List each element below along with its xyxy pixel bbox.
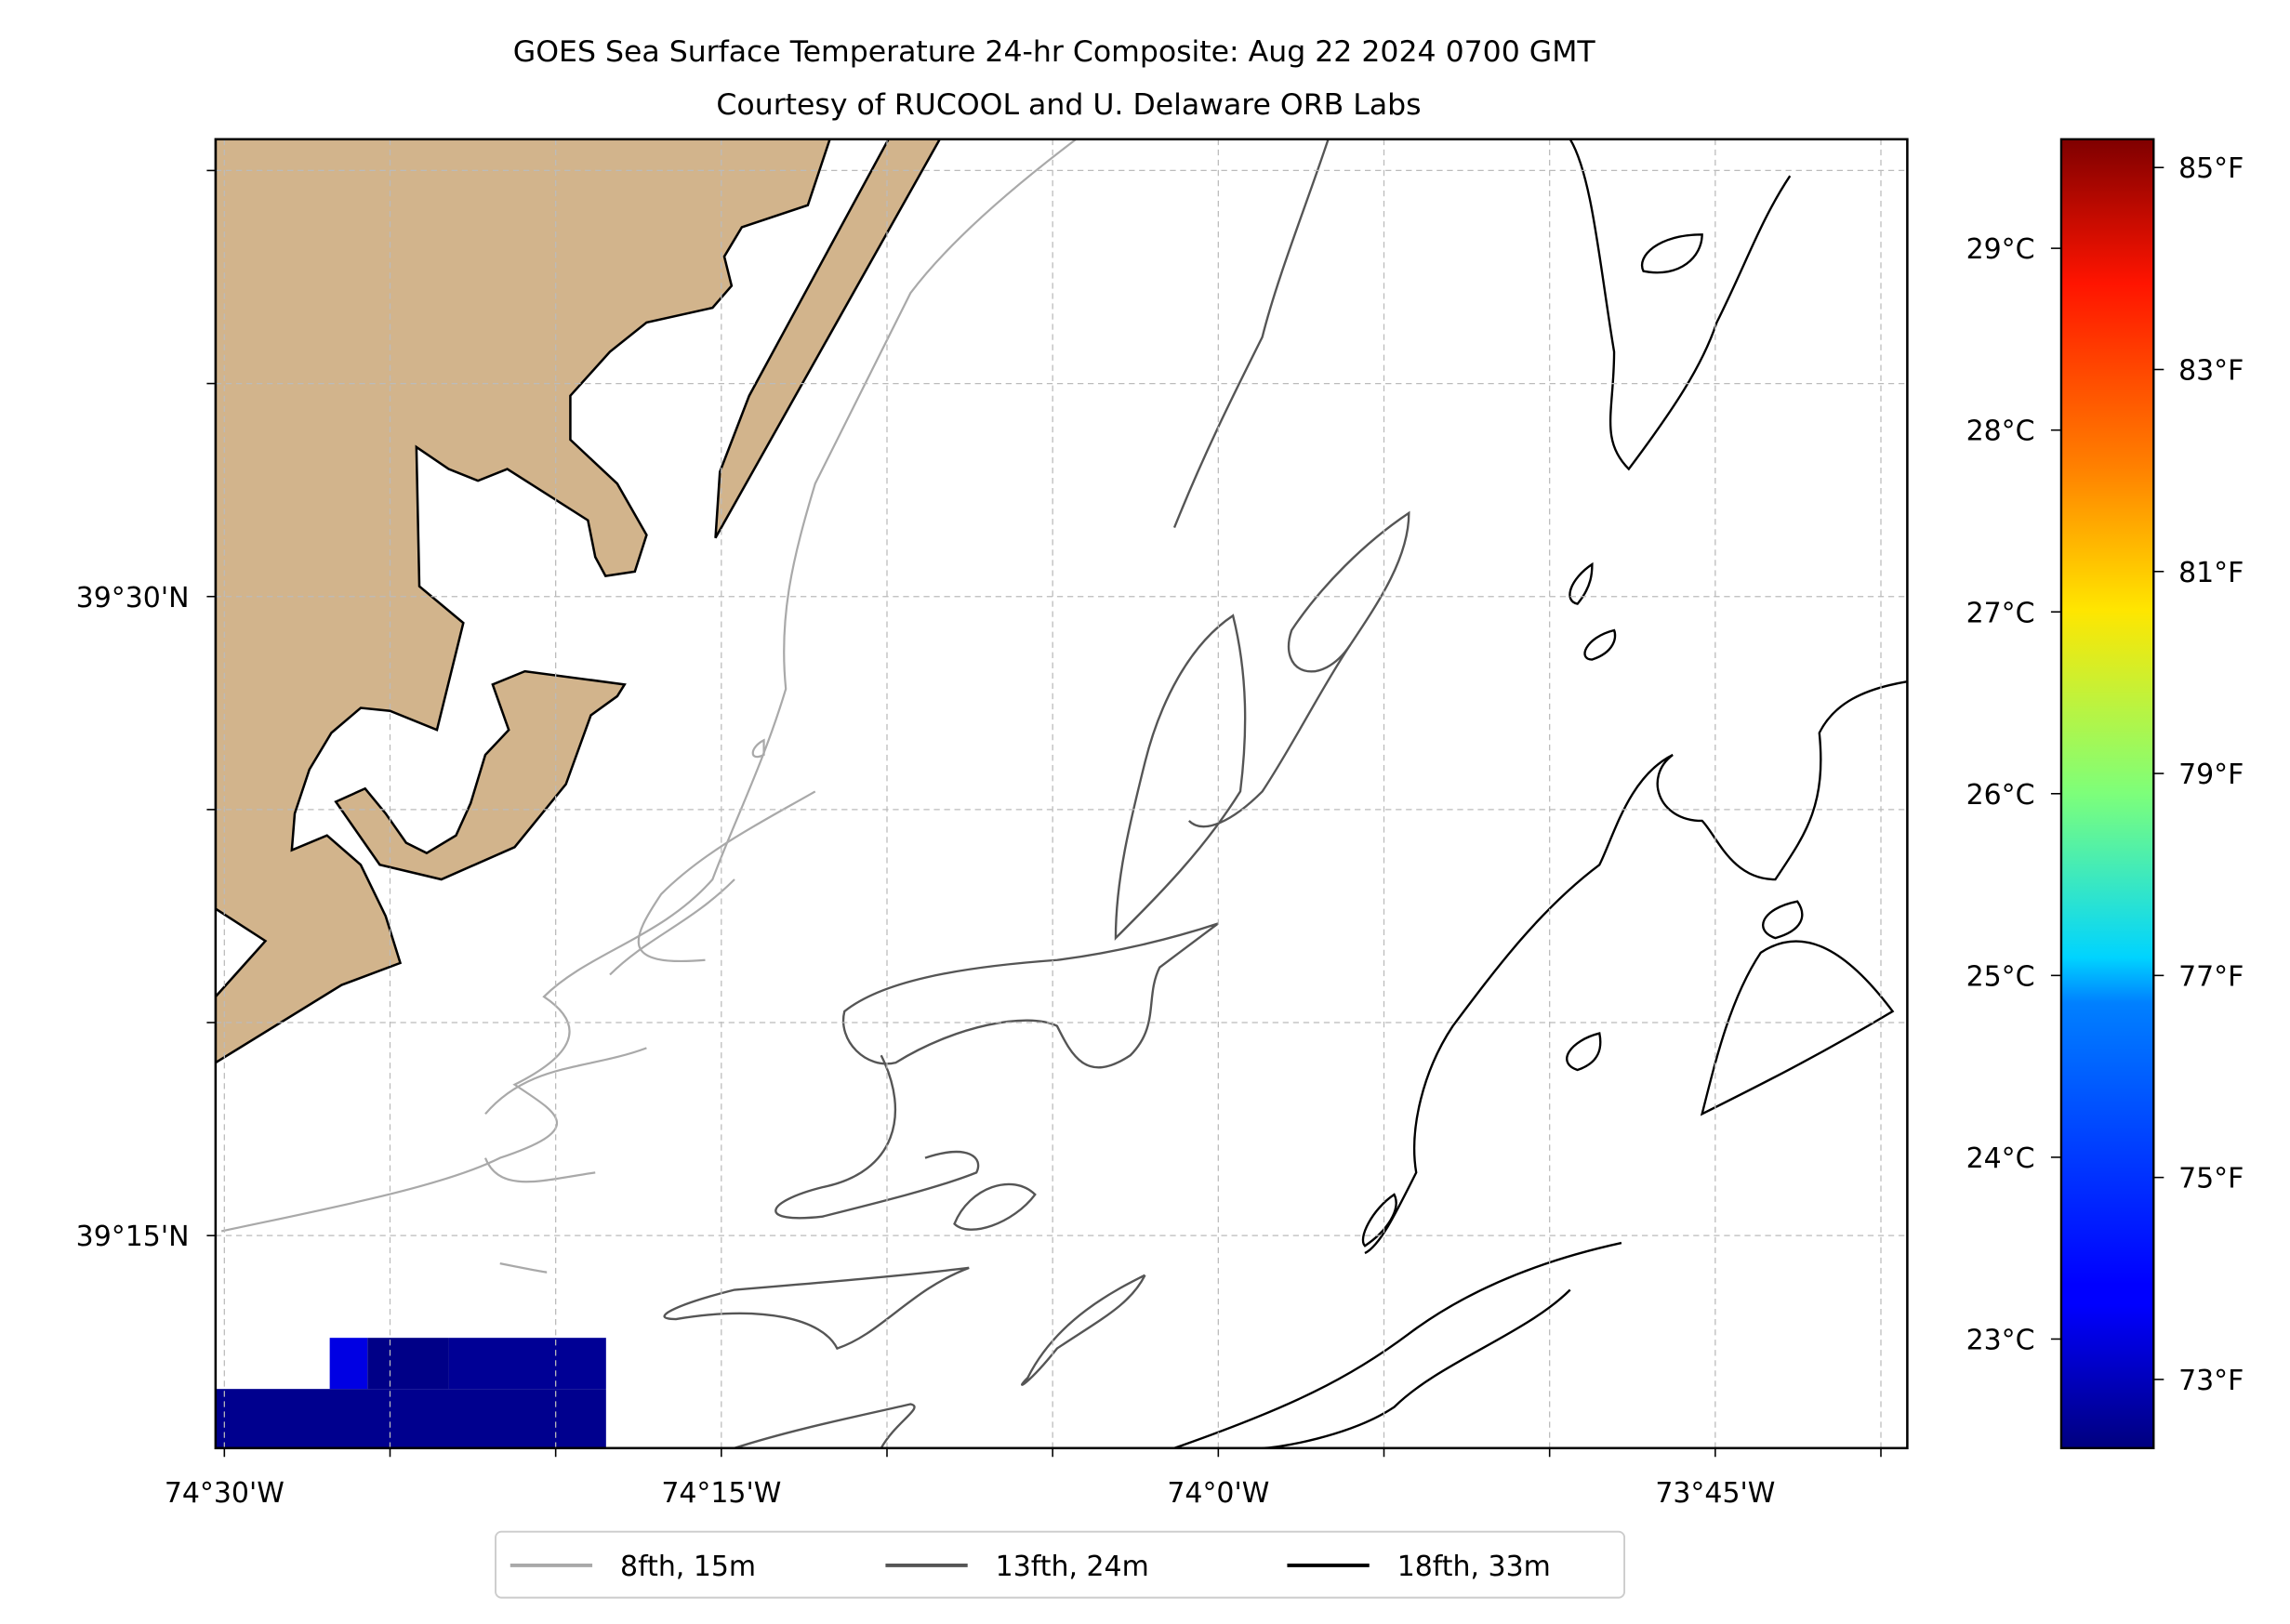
sst-cell-2 xyxy=(367,1338,449,1390)
x-axis: 74°30'W 74°15'W 74°0'W 73°45'W xyxy=(165,1447,1882,1510)
contours-13fth xyxy=(663,139,1410,1448)
sst-cells xyxy=(216,1338,606,1448)
x-tick-label: 74°0'W xyxy=(1167,1477,1269,1510)
chart-title: GOES Sea Surface Temperature 24-hr Compo… xyxy=(513,35,1596,69)
x-tick-label: 73°45'W xyxy=(1655,1477,1775,1510)
colorbar-ticks: 29°C 28°C 27°C 26°C 25°C 24°C 23°C 85°F 83°F 81°F… xyxy=(1966,152,2244,1397)
colorbar-label-c: 23°C xyxy=(1966,1324,2035,1356)
land xyxy=(215,139,942,1064)
colorbar-label-f: 81°F xyxy=(2178,557,2244,589)
contours-8fth xyxy=(220,139,1078,1274)
colorbar-label-f: 75°F xyxy=(2178,1163,2244,1195)
colorbar-label-f: 77°F xyxy=(2178,960,2244,993)
colorbar-label-c: 26°C xyxy=(1966,779,2035,812)
colorbar xyxy=(2059,138,2155,1449)
x-tick-label: 74°30'W xyxy=(165,1477,285,1510)
colorbar-label-c: 25°C xyxy=(1966,960,2035,993)
sst-cell-1 xyxy=(329,1338,368,1390)
colorbar-label-f: 85°F xyxy=(2178,152,2244,185)
legend-label: 8fth, 15m xyxy=(620,1551,756,1583)
legend-label: 18fth, 33m xyxy=(1397,1551,1551,1583)
land-mainland xyxy=(215,139,831,1064)
y-tick-label: 39°15'N xyxy=(76,1221,190,1253)
colorbar-label-c: 28°C xyxy=(1966,416,2035,448)
legend: 8fth, 15m 13fth, 24m 18fth, 33m xyxy=(495,1530,1626,1599)
chart-subtitle: Courtesy of RUCOOL and U. Delaware ORB L… xyxy=(716,88,1421,122)
map-area xyxy=(215,139,1908,1448)
gridlines xyxy=(215,139,1908,1448)
colorbar-label-f: 83°F xyxy=(2178,355,2244,388)
land-barrier xyxy=(714,139,942,539)
colorbar-label-c: 27°C xyxy=(1966,597,2035,629)
y-tick-label: 39°30'N xyxy=(76,582,190,614)
colorbar-label-f: 79°F xyxy=(2178,759,2244,791)
sst-cell-3 xyxy=(448,1338,606,1390)
land-cape xyxy=(334,669,627,881)
colorbar-label-f: 73°F xyxy=(2178,1365,2244,1397)
axes-frame xyxy=(214,138,1909,1450)
contours-18fth xyxy=(1173,139,1908,1448)
y-axis: 39°30'N 39°15'N xyxy=(76,169,216,1253)
sst-cell-0 xyxy=(216,1389,606,1448)
legend-box xyxy=(495,1530,1626,1599)
legend-label: 13fth, 24m xyxy=(996,1551,1149,1583)
colorbar-label-c: 24°C xyxy=(1966,1142,2035,1175)
x-tick-label: 74°15'W xyxy=(661,1477,781,1510)
colorbar-label-c: 29°C xyxy=(1966,233,2035,266)
